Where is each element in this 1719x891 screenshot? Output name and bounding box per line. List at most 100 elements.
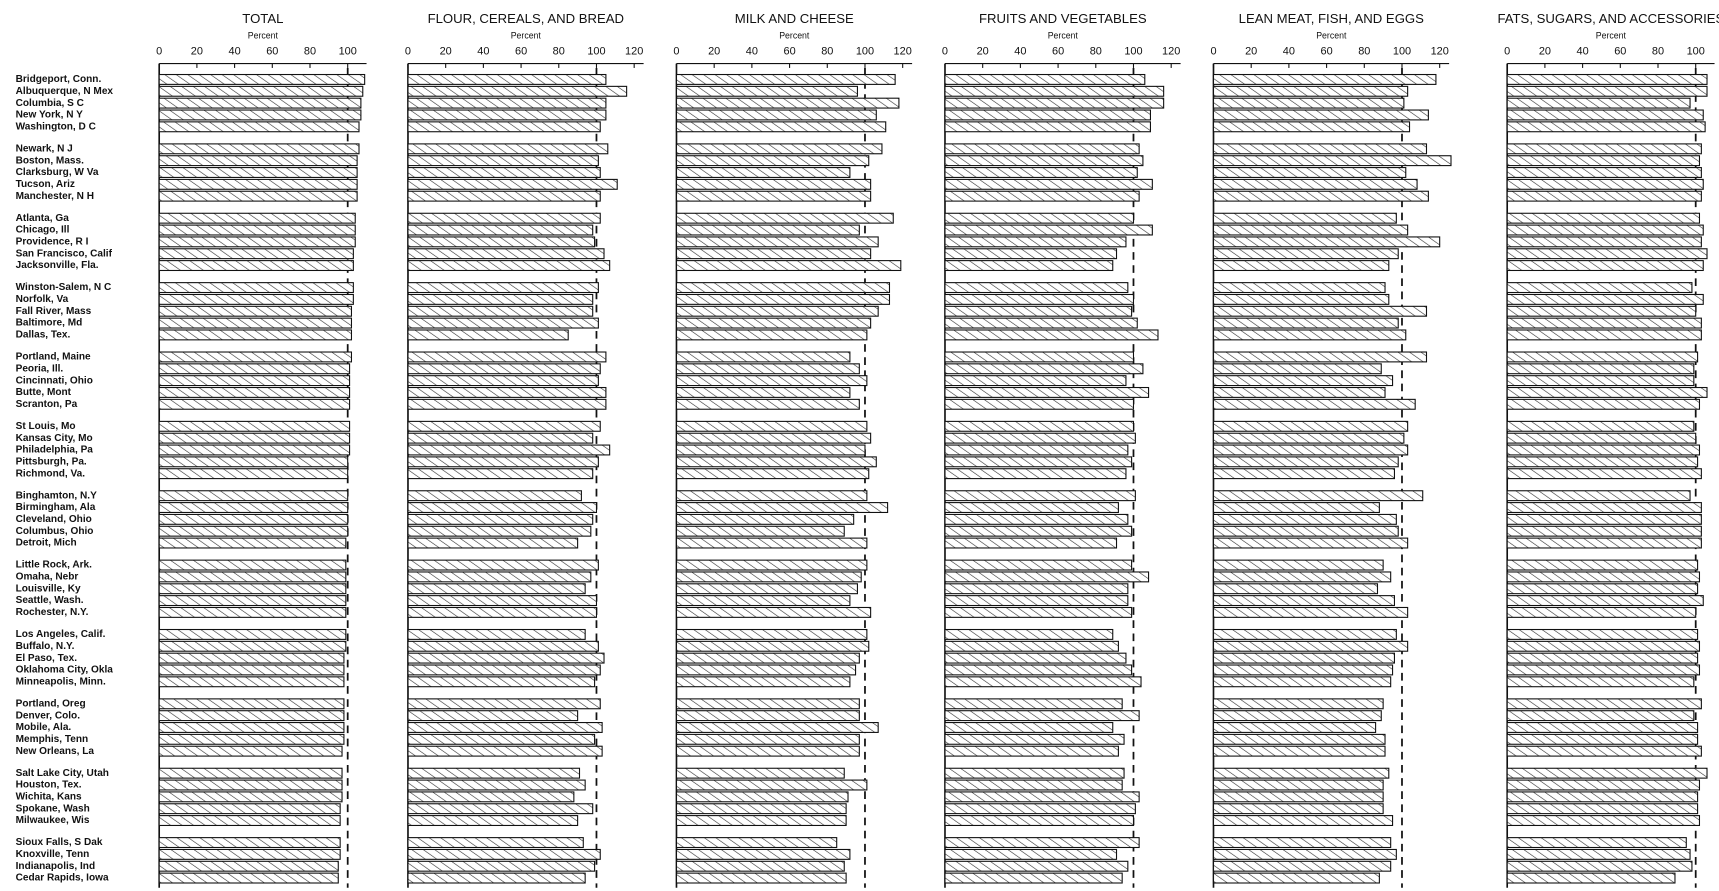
- bar: [675, 664, 857, 676]
- x-tick-label: 100: [587, 45, 605, 57]
- bar: [1212, 236, 1441, 248]
- bar: [1212, 722, 1377, 733]
- bar: [1506, 420, 1695, 432]
- bar: [407, 363, 601, 375]
- bar: [675, 837, 838, 849]
- x-tick-label: 100: [1124, 45, 1142, 57]
- bar: [944, 652, 1127, 664]
- bar: [944, 837, 1140, 849]
- bar: [407, 733, 596, 745]
- bar: [407, 109, 607, 121]
- bar: [675, 85, 858, 97]
- bar: [407, 791, 575, 803]
- bar: [1506, 860, 1693, 872]
- city-label: Cincinnati, Ohio: [16, 375, 93, 386]
- x-tick-label: 60: [515, 45, 527, 57]
- bar: [1506, 490, 1691, 502]
- bar: [1506, 444, 1701, 456]
- bar: [1506, 710, 1695, 722]
- bar: [675, 537, 868, 549]
- bar: [1506, 224, 1704, 236]
- bar: [675, 745, 860, 757]
- bar: [407, 779, 586, 791]
- bar: [407, 698, 601, 710]
- bar: [407, 73, 607, 85]
- bar: [1212, 571, 1392, 583]
- bar: [1212, 73, 1437, 85]
- bar: [407, 722, 603, 733]
- x-tick-label: 60: [783, 45, 795, 57]
- bar: [1212, 109, 1429, 121]
- bar: [158, 386, 351, 398]
- bar: [1506, 767, 1708, 779]
- bar: [944, 143, 1140, 155]
- bar: [1506, 583, 1699, 595]
- bar: [944, 468, 1127, 480]
- city-label: Knoxville, Tenn: [16, 849, 90, 860]
- bar: [158, 260, 354, 272]
- bar: [1212, 583, 1379, 595]
- bar: [1506, 386, 1708, 398]
- bar: [1212, 698, 1384, 710]
- x-tick-label: 80: [821, 45, 833, 57]
- city-label: Kansas City, Mo: [16, 433, 93, 444]
- city-label: Milwaukee, Wis: [16, 815, 90, 826]
- bar: [944, 73, 1146, 85]
- bar: [1212, 595, 1395, 607]
- bar: [675, 698, 860, 710]
- bar: [158, 212, 356, 224]
- city-label: Atlanta, Ga: [16, 213, 70, 224]
- bar: [944, 513, 1129, 525]
- city-label: Wichita, Kans: [16, 792, 82, 803]
- x-tick-label: 0: [405, 45, 411, 57]
- x-tick-label: 0: [1210, 45, 1216, 57]
- city-label: Newark, N J: [16, 143, 73, 154]
- bar: [1212, 628, 1397, 640]
- bar: [158, 305, 353, 317]
- city-label: Memphis, Tenn: [16, 734, 89, 745]
- bar: [158, 815, 341, 827]
- bar: [944, 815, 1135, 827]
- bar: [944, 583, 1129, 595]
- bar: [1212, 386, 1386, 398]
- x-tick-label: 20: [440, 45, 452, 57]
- bar: [158, 803, 341, 815]
- bar: [1506, 513, 1702, 525]
- bar: [407, 386, 607, 398]
- bar: [1506, 640, 1701, 652]
- bar: [1506, 664, 1701, 676]
- bar: [675, 710, 860, 722]
- bar: [407, 155, 599, 167]
- city-label: Manchester, N H: [16, 191, 94, 202]
- bar: [1506, 595, 1704, 607]
- city-label: Oklahoma City, Okla: [16, 665, 114, 676]
- city-label: Providence, R I: [16, 237, 89, 248]
- bar: [158, 513, 349, 525]
- bar: [158, 190, 358, 202]
- city-label: Los Angeles, Calif.: [16, 629, 106, 640]
- bar: [675, 432, 872, 444]
- bar: [1506, 260, 1704, 272]
- bar: [158, 848, 341, 860]
- x-tick-label: 100: [1687, 45, 1705, 57]
- bar: [407, 513, 594, 525]
- bar: [944, 260, 1114, 272]
- bar: [675, 363, 860, 375]
- bar: [407, 167, 601, 178]
- bar: [158, 837, 341, 849]
- bar: [1212, 652, 1395, 664]
- bar: [1212, 260, 1390, 272]
- bar: [944, 97, 1165, 109]
- bar: [1212, 317, 1399, 329]
- bar: [407, 282, 599, 294]
- x-tick-label: 20: [708, 45, 720, 57]
- bar: [407, 652, 605, 664]
- bar: [407, 571, 592, 583]
- bar: [1212, 490, 1424, 502]
- bar: [407, 815, 579, 827]
- x-tick-label: 120: [1431, 45, 1449, 57]
- bar: [1506, 848, 1691, 860]
- city-label: Houston, Tex.: [16, 780, 82, 791]
- bar: [1506, 872, 1676, 884]
- x-tick-label: 0: [942, 45, 948, 57]
